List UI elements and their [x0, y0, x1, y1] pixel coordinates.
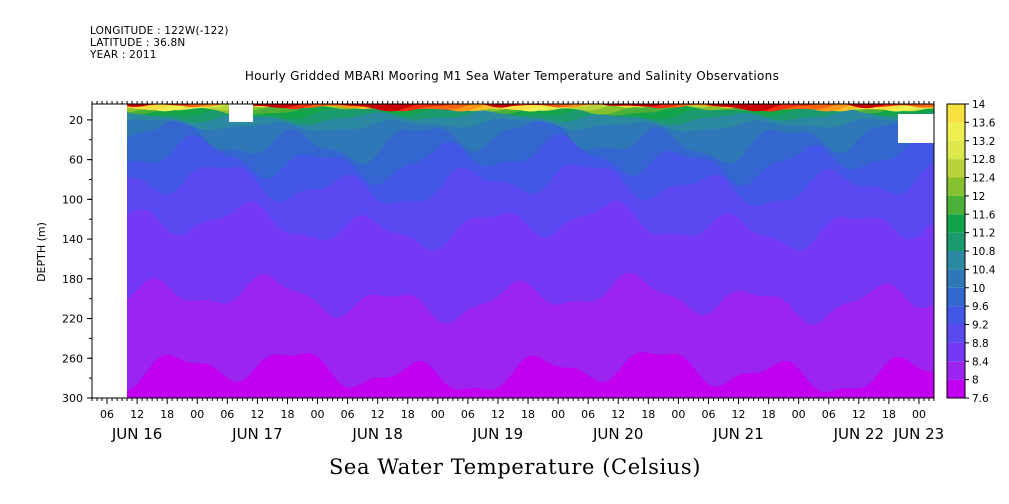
data-gap-left — [92, 104, 127, 398]
colorbar-label: 13.6 — [972, 117, 996, 129]
colorbar-swatch — [947, 195, 965, 215]
colorbar-swatch — [947, 140, 965, 160]
colorbar-label: 12.4 — [972, 173, 996, 185]
x-hour-label: 00 — [431, 408, 445, 421]
x-day-label: JUN 20 — [592, 425, 643, 443]
x-hour-label: 12 — [491, 408, 505, 421]
x-hour-label: 12 — [611, 408, 625, 421]
x-hour-label: 18 — [641, 408, 655, 421]
y-tick-label: 140 — [62, 233, 83, 246]
data-gap-top-1 — [229, 104, 253, 122]
x-hour-label: 12 — [852, 408, 866, 421]
y-axis-label: DEPTH (m) — [35, 222, 48, 282]
x-hour-label: 18 — [280, 408, 294, 421]
y-tick-label: 60 — [69, 154, 83, 167]
colorbar-label: 8 — [972, 375, 979, 387]
x-hour-label: 06 — [100, 408, 114, 421]
year-label: YEAR : 2011 — [90, 49, 157, 61]
y-tick-label: 260 — [62, 352, 83, 365]
colorbar-swatch — [947, 342, 965, 362]
chart-title: Hourly Gridded MBARI Mooring M1 Sea Wate… — [244, 69, 780, 83]
x-hour-label: 18 — [521, 408, 535, 421]
x-hour-label: 12 — [732, 408, 746, 421]
x-hour-label: 00 — [671, 408, 685, 421]
colorbar-label: 9.6 — [972, 301, 989, 313]
x-hour-label: 06 — [341, 408, 355, 421]
x-hour-label: 12 — [250, 408, 264, 421]
colorbar-swatch — [947, 324, 965, 343]
x-hour-label: 06 — [581, 408, 595, 421]
x-day-label: JUN 16 — [111, 425, 162, 443]
x-day-label: JUN 17 — [231, 425, 282, 443]
x-hour-label: 18 — [401, 408, 415, 421]
colorbar-label: 12.8 — [972, 154, 995, 166]
isotherm-band-20 — [92, 104, 934, 112]
x-hour-label: 18 — [882, 408, 896, 421]
colorbar-swatch — [947, 361, 965, 380]
colorbar-swatch — [947, 177, 965, 196]
colorbar: 7.6 8 8.4 8.8 9.2 9.6 10 10.4 10.8 11.2 11.6 12 12.4… — [946, 99, 996, 405]
x-axis-title: Sea Water Temperature (Celsius) — [328, 455, 702, 479]
colorbar-swatch — [947, 232, 965, 251]
y-tick-label: 100 — [62, 193, 83, 206]
colorbar-swatch — [947, 306, 965, 325]
y-tick-label: 20 — [69, 114, 83, 127]
x-hour-label: 18 — [160, 408, 174, 421]
x-hour-label: 12 — [371, 408, 385, 421]
latitude-label: LATITUDE : 36.8N — [90, 37, 186, 49]
colorbar-label: 8.8 — [972, 338, 989, 350]
x-day-label: JUN 23 — [893, 425, 944, 443]
colorbar-label: 11.2 — [972, 228, 995, 240]
isotherm-band-15 — [92, 104, 934, 111]
colorbar-swatch — [947, 122, 965, 141]
x-hour-label: 06 — [220, 408, 234, 421]
x-hour-label: 12 — [130, 408, 144, 421]
x-hour-label: 00 — [190, 408, 204, 421]
x-hour-label: 00 — [792, 408, 806, 421]
colorbar-label: 8.4 — [972, 356, 989, 368]
colorbar-swatch — [947, 251, 965, 270]
x-day-label: JUN 21 — [712, 425, 763, 443]
colorbar-label: 10.4 — [972, 264, 996, 276]
x-day-label: JUN 22 — [833, 425, 884, 443]
x-hour-label: 18 — [762, 408, 776, 421]
colorbar-swatch — [947, 159, 965, 178]
x-hour-label: 00 — [311, 408, 325, 421]
colorbar-label: 10 — [972, 283, 985, 295]
x-hour-label: 00 — [912, 408, 926, 421]
colorbar-label: 10.8 — [972, 246, 995, 258]
x-hour-label: 06 — [822, 408, 836, 421]
y-tick-label: 180 — [62, 273, 83, 286]
temperature-field — [92, 104, 934, 398]
colorbar-label: 7.6 — [972, 393, 989, 405]
colorbar-label: 14 — [972, 99, 986, 111]
x-hour-label: 00 — [551, 408, 565, 421]
data-gap-top-2 — [898, 114, 934, 143]
colorbar-label: 12 — [972, 191, 985, 203]
colorbar-swatch — [947, 269, 965, 288]
colorbar-label: 11.6 — [972, 209, 996, 221]
isotherm-band-19 — [92, 104, 934, 112]
colorbar-swatch — [947, 214, 965, 233]
colorbar-label: 13.2 — [972, 136, 995, 148]
x-day-label: JUN 18 — [351, 425, 402, 443]
x-hour-label: 06 — [701, 408, 715, 421]
y-tick-label: 300 — [62, 392, 83, 405]
longitude-label: LONGITUDE : 122W(-122) — [90, 25, 229, 37]
colorbar-swatch — [947, 379, 965, 398]
colorbar-swatch — [947, 104, 965, 123]
colorbar-label: 9.2 — [972, 320, 989, 332]
x-day-label: JUN 19 — [472, 425, 523, 443]
colorbar-swatch — [947, 287, 965, 307]
x-hour-label: 06 — [461, 408, 475, 421]
y-tick-label: 220 — [62, 313, 83, 326]
axes: 20 60 100 140 180 220 260 300 06 12 18 00 06 12 18 00 06… — [62, 101, 944, 443]
